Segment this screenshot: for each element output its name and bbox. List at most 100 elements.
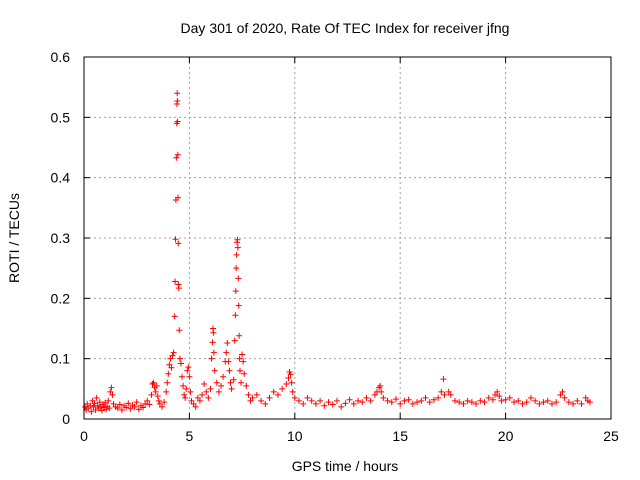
data-point xyxy=(456,399,463,406)
axis-ticks: 0 5 10 15 20 25 0 0.1 0.2 0.3 0.4 0.5 0.6 xyxy=(51,49,619,444)
data-point xyxy=(227,379,234,386)
data-point xyxy=(176,355,183,362)
data-point xyxy=(88,408,95,415)
data-point xyxy=(165,370,172,377)
data-point xyxy=(519,400,526,407)
data-point xyxy=(232,288,239,295)
x-tick-label: 25 xyxy=(603,428,619,444)
y-axis-label: ROTI / TECUs xyxy=(6,193,22,283)
y-tick-label: 0.2 xyxy=(51,290,71,306)
data-point xyxy=(127,405,134,412)
data-point xyxy=(304,394,311,401)
data-point xyxy=(249,394,256,401)
data-point xyxy=(171,313,178,320)
data-point xyxy=(422,394,429,401)
data-point xyxy=(384,397,391,404)
data-point xyxy=(224,339,231,346)
data-point xyxy=(172,278,179,285)
data-point xyxy=(166,361,173,368)
data-point xyxy=(418,397,425,404)
data-point xyxy=(438,388,445,395)
data-point xyxy=(464,397,471,404)
data-point xyxy=(142,400,149,407)
data-point xyxy=(325,399,332,406)
data-point xyxy=(435,394,442,401)
data-point xyxy=(544,397,551,404)
data-point xyxy=(226,367,233,374)
data-point xyxy=(118,406,125,413)
data-point xyxy=(188,397,195,404)
data-point xyxy=(170,349,177,356)
data-point xyxy=(233,265,240,272)
data-point xyxy=(225,358,232,365)
data-point xyxy=(230,376,237,383)
data-point xyxy=(378,388,385,395)
data-point xyxy=(161,399,168,406)
x-tick-label: 10 xyxy=(287,428,303,444)
data-point xyxy=(186,373,193,380)
data-point xyxy=(98,407,105,414)
data-point xyxy=(371,391,378,398)
data-point xyxy=(494,388,501,395)
data-point xyxy=(236,367,243,374)
data-point xyxy=(235,302,242,309)
data-point xyxy=(232,312,239,319)
data-point xyxy=(502,396,509,403)
data-point xyxy=(355,397,362,404)
y-tick-label: 0.6 xyxy=(51,49,71,65)
data-point xyxy=(135,406,142,413)
data-point xyxy=(96,399,103,406)
data-point xyxy=(312,400,319,407)
data-point xyxy=(236,355,243,362)
data-point xyxy=(359,399,366,406)
data-point xyxy=(199,391,206,398)
data-point xyxy=(182,394,189,401)
data-point xyxy=(215,388,222,395)
data-point xyxy=(291,394,298,401)
grid-lines xyxy=(84,57,611,419)
data-point xyxy=(346,396,353,403)
data-point xyxy=(144,397,151,404)
data-point xyxy=(205,394,212,401)
data-point xyxy=(270,388,277,395)
data-point xyxy=(241,370,248,377)
data-point xyxy=(414,399,421,406)
data-point xyxy=(164,379,171,386)
data-point xyxy=(506,394,513,401)
data-point xyxy=(565,399,572,406)
data-point xyxy=(152,388,159,395)
data-point xyxy=(582,394,589,401)
data-point xyxy=(179,373,186,380)
data-point xyxy=(430,396,437,403)
data-point xyxy=(279,385,286,392)
data-point xyxy=(287,371,294,378)
data-point xyxy=(452,397,459,404)
data-point xyxy=(401,397,408,404)
data-point xyxy=(207,385,214,392)
data-point xyxy=(247,397,254,404)
y-tick-label: 0.1 xyxy=(51,351,71,367)
data-point xyxy=(156,400,163,407)
data-point xyxy=(473,400,480,407)
data-point xyxy=(183,385,190,392)
data-point xyxy=(102,399,109,406)
data-point xyxy=(388,399,395,406)
x-tick-label: 0 xyxy=(80,428,88,444)
data-point xyxy=(208,355,215,362)
data-point xyxy=(108,384,115,391)
data-point xyxy=(523,399,530,406)
data-point xyxy=(223,349,230,356)
data-point xyxy=(185,364,192,371)
data-point xyxy=(107,388,114,395)
data-point xyxy=(210,349,217,356)
data-point xyxy=(317,397,324,404)
data-point xyxy=(92,406,99,413)
data-point xyxy=(527,394,534,401)
data-point xyxy=(116,401,123,408)
plot-frame xyxy=(83,56,612,420)
data-point xyxy=(168,364,175,371)
data-point xyxy=(477,397,484,404)
data-point xyxy=(489,396,496,403)
data-point xyxy=(540,399,547,406)
